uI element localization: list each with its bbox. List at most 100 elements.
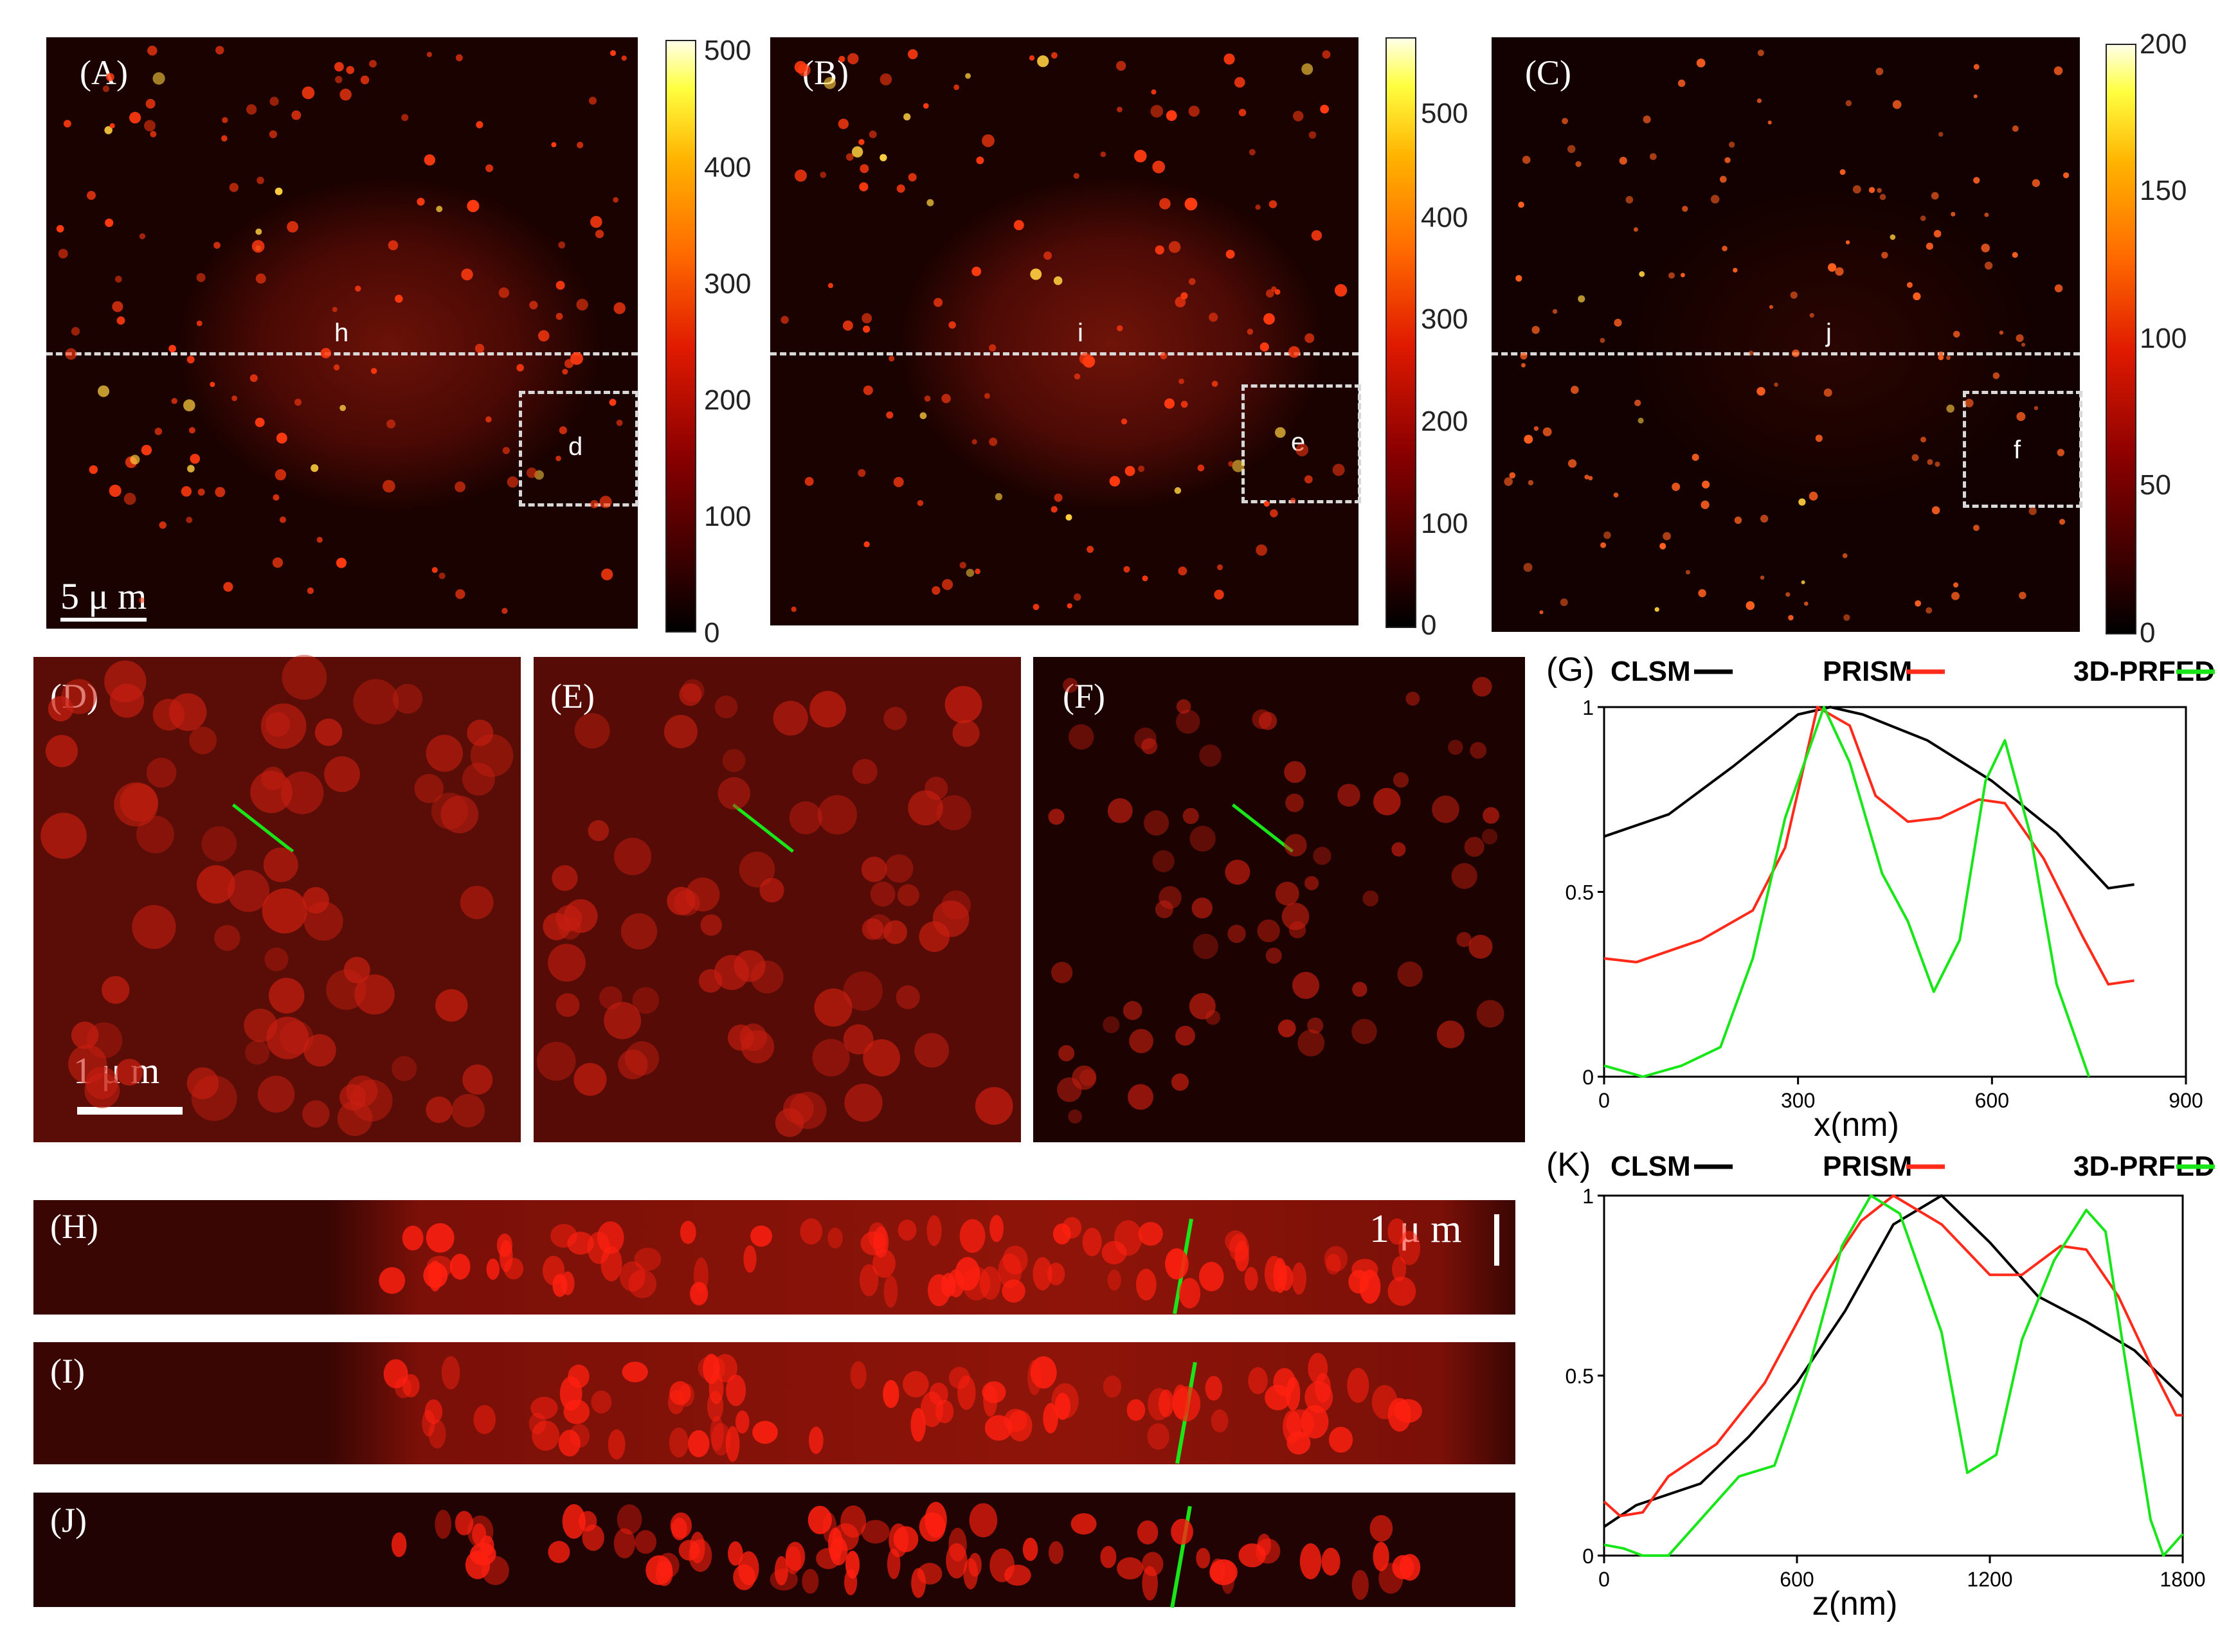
fluorescent-spot	[869, 130, 877, 139]
fluorescent-spot	[273, 494, 280, 501]
fluorescent-spot	[609, 49, 617, 57]
fluorescent-spot	[908, 173, 917, 182]
fluorescent-spot	[1571, 386, 1579, 394]
fluorescent-spot	[838, 118, 849, 129]
x-tick-label: 1200	[1967, 1568, 2012, 1591]
colorbar-a-tick: 500	[704, 35, 752, 66]
fluorescent-spot	[426, 735, 463, 772]
fluorescent-spot	[1030, 1356, 1057, 1389]
fluorescent-spot	[268, 978, 305, 1014]
fluorescent-spot	[1915, 600, 1922, 607]
fluorescent-spot	[859, 1264, 879, 1297]
fluorescent-spot	[1238, 109, 1247, 116]
fluorescent-spot	[1756, 98, 1762, 103]
fluorescent-spot	[1284, 761, 1306, 784]
fluorescent-spot	[710, 1415, 724, 1451]
fluorescent-spot	[502, 447, 510, 454]
fluorescent-spot	[63, 120, 71, 128]
fluorescent-spot	[311, 464, 319, 472]
fluorescent-spot	[245, 1040, 270, 1065]
fluorescent-spot	[1724, 157, 1731, 163]
fluorescent-spot	[1182, 807, 1199, 824]
fluorescent-spot	[1051, 506, 1058, 513]
fluorescent-spot	[850, 1361, 867, 1390]
fluorescent-spot	[619, 1261, 645, 1292]
fluorescent-spot	[1168, 240, 1181, 253]
fluorescent-spot	[1082, 1227, 1102, 1257]
fluorescent-spot	[966, 568, 975, 577]
fluorescent-spot	[2057, 449, 2065, 456]
fluorescent-spot	[1521, 363, 1526, 368]
fluorescent-spot	[1920, 436, 1927, 443]
fluorescent-spot	[1209, 312, 1218, 322]
colorbar-c-tick: 200	[2140, 28, 2187, 60]
panel-j-label: (J)	[50, 1501, 87, 1540]
fluorescent-spot	[1633, 227, 1638, 232]
fluorescent-spot	[221, 135, 228, 142]
fluorescent-spot	[246, 104, 257, 115]
fluorescent-spot	[1639, 271, 1645, 277]
fluorescent-spot	[1283, 1410, 1302, 1444]
fluorescent-spot	[467, 199, 480, 213]
fluorescent-spot	[336, 557, 347, 568]
fluorescent-spot	[526, 467, 537, 478]
panel-h-label: (H)	[50, 1207, 98, 1246]
fluorescent-spot	[1109, 476, 1121, 487]
fluorescent-spot	[1436, 1020, 1465, 1048]
chart-label: (G)	[1546, 651, 1594, 688]
fluorescent-spot	[708, 1373, 724, 1405]
colorbar-a	[665, 40, 696, 633]
fluorescent-spot	[440, 795, 479, 834]
fluorescent-spot	[1984, 212, 1989, 217]
fluorescent-spot	[1391, 842, 1406, 857]
fluorescent-spot	[1196, 1548, 1211, 1569]
fluorescent-spot	[383, 1359, 408, 1388]
fluorescent-spot	[809, 690, 846, 728]
fluorescent-spot	[1938, 354, 1944, 361]
fluorescent-spot	[109, 123, 115, 129]
fluorescent-spot	[1562, 118, 1569, 125]
fluorescent-spot	[2059, 519, 2066, 525]
legend-label: CLSM	[1611, 656, 1691, 687]
fluorescent-spot	[714, 955, 750, 991]
fluorescent-spot	[1172, 1384, 1189, 1419]
fluorescent-spot	[498, 287, 510, 298]
fluorescent-spot	[948, 321, 956, 329]
fluorescent-spot	[588, 96, 597, 105]
fluorescent-spot	[314, 718, 343, 746]
fluorescent-spot	[1225, 249, 1235, 259]
fluorescent-spot	[116, 1059, 143, 1086]
fluorescent-spot	[773, 701, 808, 736]
fluorescent-spot	[2034, 406, 2039, 411]
fluorescent-spot	[1052, 1223, 1071, 1244]
fluorescent-spot	[903, 1370, 929, 1397]
fluorescent-spot	[907, 49, 918, 60]
fluorescent-spot	[600, 568, 613, 580]
fluorescent-spot	[333, 364, 340, 371]
fluorescent-spot	[573, 1063, 607, 1096]
fluorescent-spot	[1313, 847, 1331, 865]
fluorescent-spot	[280, 771, 324, 814]
fluorescent-spot	[843, 1024, 874, 1055]
fluorescent-spot	[570, 352, 583, 365]
fluorescent-spot	[1973, 94, 1978, 98]
line-label-j: j	[1826, 319, 1832, 347]
x-axis-label: x(nm)	[1814, 1106, 1899, 1144]
fluorescent-spot	[917, 499, 924, 507]
fluorescent-spot	[1634, 399, 1641, 406]
fluorescent-spot	[339, 404, 347, 411]
fluorescent-spot	[1933, 229, 1942, 238]
fluorescent-spot	[1951, 591, 1960, 600]
fluorescent-spot	[562, 1504, 586, 1539]
colorbar-b-tick: 100	[1421, 508, 1468, 539]
zoom-region-e	[1241, 384, 1361, 503]
fluorescent-spot	[1852, 185, 1861, 193]
fluorescent-spot	[189, 726, 217, 755]
fluorescent-spot	[551, 142, 557, 148]
fluorescent-spot	[1265, 947, 1282, 964]
fluorescent-spot	[1552, 309, 1558, 314]
fluorescent-spot	[145, 98, 156, 109]
fluorescent-spot	[426, 1255, 453, 1278]
fluorescent-spot	[613, 838, 652, 875]
fluorescent-spot	[1197, 464, 1205, 472]
